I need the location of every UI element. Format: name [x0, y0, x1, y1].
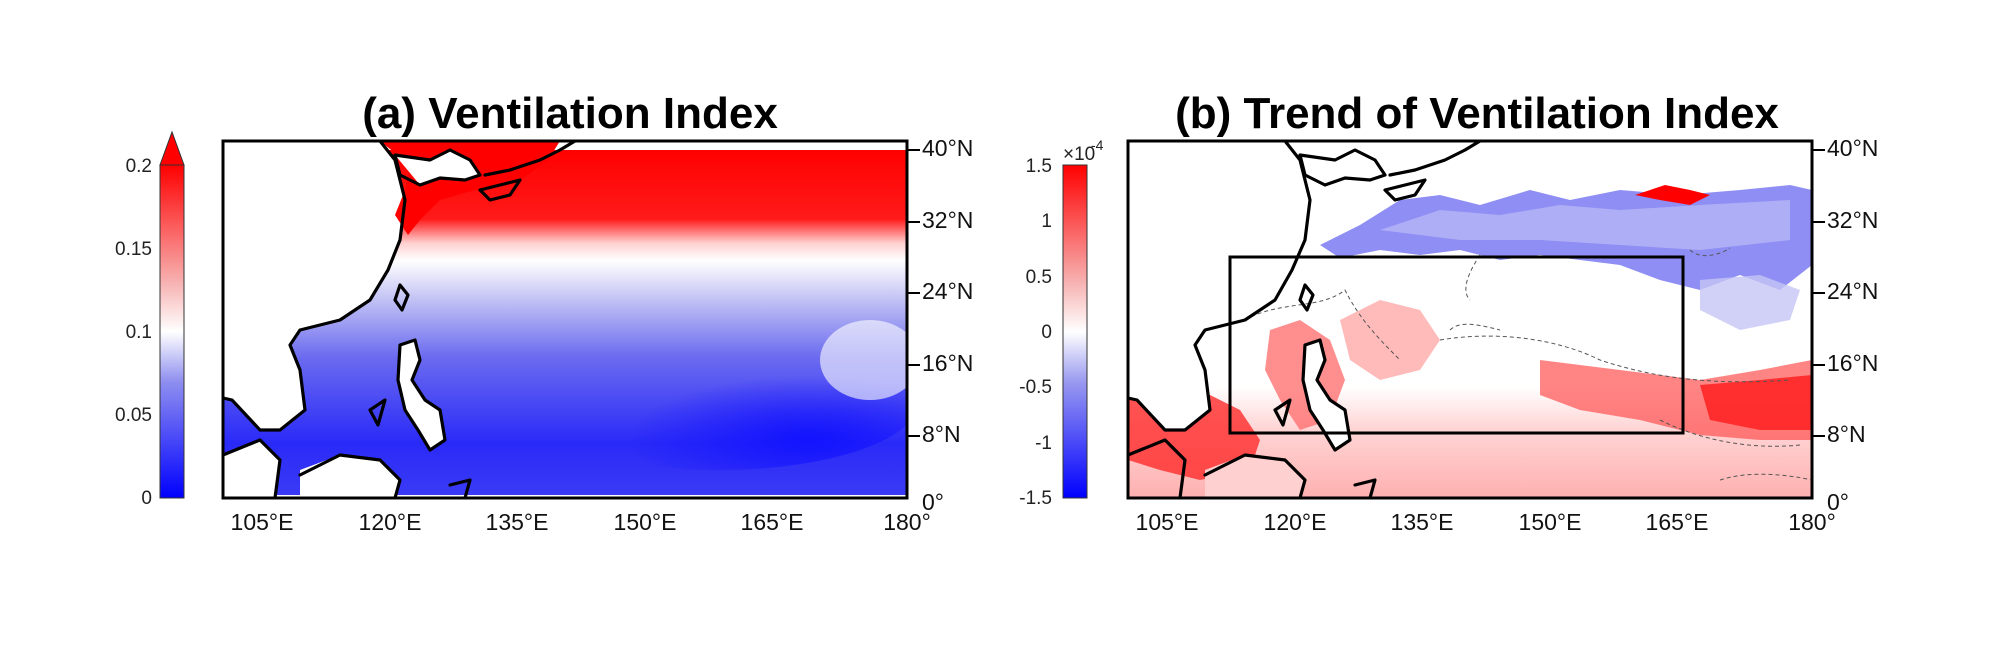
colorbar-a-tick: 0	[141, 488, 152, 509]
panel-a-x-axis: 105°E 120°E 135°E 150°E 165°E 180°	[231, 509, 931, 535]
panel-b-title: (b) Trend of Ventilation Index	[1175, 89, 1779, 138]
lat-tick: 8°N	[1827, 421, 1866, 447]
colorbar-a-bar	[159, 164, 185, 499]
colorbar-a-tick: 0.1	[126, 322, 152, 343]
panel-b-coastlines	[1128, 141, 1482, 498]
region-box	[1228, 255, 1685, 435]
lat-tick: 24°N	[922, 278, 973, 304]
colorbar-b-tick: -1.5	[1019, 488, 1052, 509]
colorbar-b-exponent-power: -4	[1091, 137, 1104, 153]
panel-a-title: (a) Ventilation Index	[362, 89, 778, 138]
colorbar-b-tick: 0	[1041, 322, 1052, 343]
lat-tick: 0°	[922, 489, 944, 515]
lat-tick: 40°N	[1827, 135, 1878, 161]
lon-tick: 120°E	[1264, 509, 1327, 535]
lat-tick: 16°N	[922, 350, 973, 376]
panel-b: (b) Trend of Ventilation Index ×10 -4 1.…	[1019, 89, 1878, 535]
panel-b-colorbar: ×10 -4 1.5 1 0.5 0 -0.5 -1 -1.5	[1019, 137, 1103, 509]
panel-b-x-axis: 105°E 120°E 135°E 150°E 165°E 180°	[1136, 509, 1836, 535]
panel-a-frame	[221, 139, 909, 500]
lon-tick: 180°	[883, 509, 931, 535]
lat-tick: 16°N	[1827, 350, 1878, 376]
lon-tick: 150°E	[1519, 509, 1582, 535]
lat-tick: 0°	[1827, 489, 1849, 515]
colorbar-b-tick: 1.5	[1026, 156, 1052, 177]
lon-tick: 105°E	[1136, 509, 1199, 535]
colorbar-a-tick: 0.05	[115, 405, 152, 426]
colorbar-a-extend-arrow	[159, 130, 185, 166]
panel-b-frame	[1126, 139, 1814, 500]
panel-a: (a) Ventilation Index 0.2 0.15 0.1 0.05 …	[115, 89, 973, 535]
colorbar-b-bar	[1062, 164, 1088, 499]
colorbar-a-tick: 0.15	[115, 239, 152, 260]
colorbar-b-tick: 1	[1041, 211, 1052, 232]
lon-tick: 135°E	[486, 509, 549, 535]
lat-tick: 24°N	[1827, 278, 1878, 304]
lon-tick: 180°	[1788, 509, 1836, 535]
lat-tick: 32°N	[922, 207, 973, 233]
lon-tick: 135°E	[1391, 509, 1454, 535]
panel-a-coastlines	[223, 141, 577, 498]
lon-tick: 105°E	[231, 509, 294, 535]
lat-tick: 8°N	[922, 421, 961, 447]
lon-tick: 165°E	[1646, 509, 1709, 535]
panel-a-field	[223, 141, 907, 498]
colorbar-b-exponent: ×10	[1063, 144, 1095, 165]
panel-a-colorbar: 0.2 0.15 0.1 0.05 0	[115, 130, 185, 509]
colorbar-b-tick: -0.5	[1019, 377, 1052, 398]
lon-tick: 120°E	[359, 509, 422, 535]
colorbar-a-tick: 0.2	[126, 156, 152, 177]
lat-tick: 32°N	[1827, 207, 1878, 233]
lon-tick: 150°E	[614, 509, 677, 535]
colorbar-b-tick: 0.5	[1026, 267, 1052, 288]
colorbar-b-tick: -1	[1035, 433, 1052, 454]
panel-b-y-axis: 40°N 32°N 24°N 16°N 8°N 0°	[1812, 135, 1878, 515]
panel-a-y-axis: 40°N 32°N 24°N 16°N 8°N 0°	[907, 135, 973, 515]
lat-tick: 40°N	[922, 135, 973, 161]
lon-tick: 165°E	[741, 509, 804, 535]
